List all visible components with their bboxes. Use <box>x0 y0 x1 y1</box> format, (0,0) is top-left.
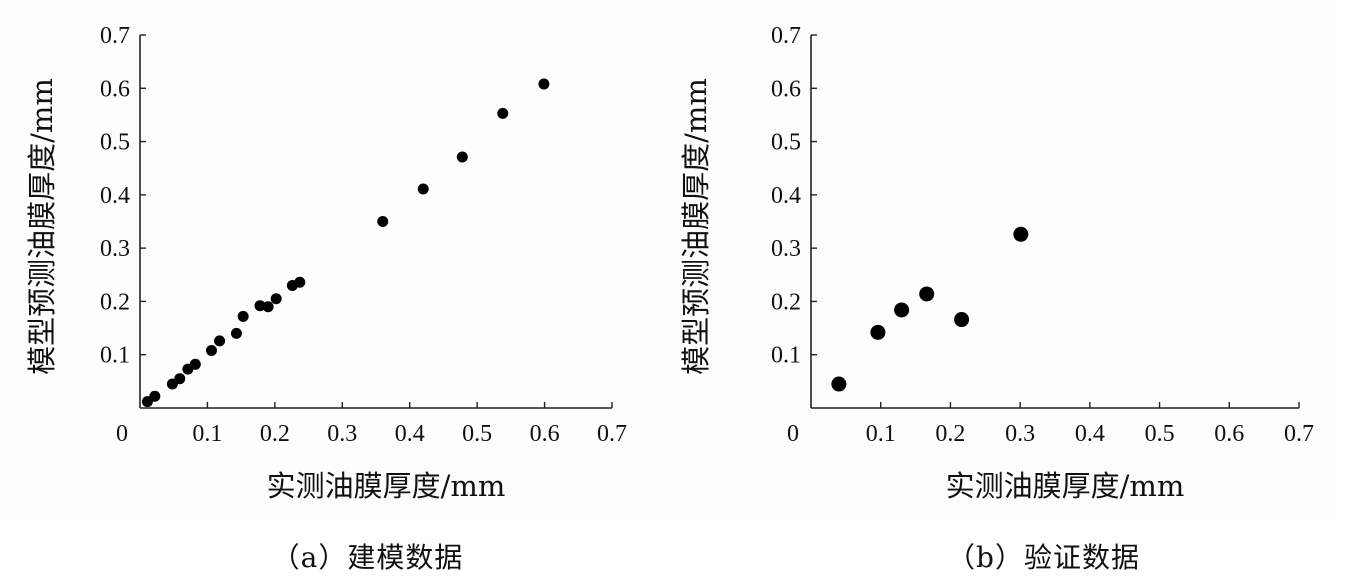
y-tick-label: 0.5 <box>100 130 130 156</box>
y-axis-title: 模型预测油膜厚度/mm <box>25 78 59 375</box>
y-tick-label: 0.4 <box>100 183 130 209</box>
plot-background <box>0 0 675 520</box>
data-point <box>870 324 886 340</box>
chart-panel-b: 0.1 0.2 0.3 0.4 0.5 0.6 0.7 0 0.1 0.2 0.3 0.4 0.5 0.6… <box>676 0 1351 588</box>
y-tick-label: 0.3 <box>100 236 130 262</box>
x-tick-label: 0 <box>787 421 799 447</box>
data-point <box>538 78 550 90</box>
x-tick-label: 0.2 <box>935 421 965 447</box>
x-tick-label: 0.6 <box>530 421 560 447</box>
x-tick-label: 0.6 <box>1214 421 1244 447</box>
data-point <box>174 373 186 385</box>
data-point <box>919 286 935 302</box>
y-tick-label: 0.7 <box>771 23 801 49</box>
x-tick-label: 0.4 <box>1075 421 1105 447</box>
y-tick-label: 0.3 <box>771 236 801 262</box>
data-point <box>262 301 274 313</box>
data-point <box>214 335 226 347</box>
y-tick-label: 0.2 <box>771 289 801 315</box>
x-axis-title: 实测油膜厚度/mm <box>267 469 506 503</box>
data-point <box>189 358 201 370</box>
x-tick-label: 0.4 <box>395 421 425 447</box>
y-tick-label: 0.5 <box>771 130 801 156</box>
data-point <box>456 151 468 163</box>
chart-panel-a: 0.1 0.2 0.3 0.4 0.5 0.6 0.7 0 0.1 0.2 0.3 0.4 0.5 0.6… <box>0 0 675 588</box>
data-point <box>497 107 509 119</box>
data-point <box>1013 226 1029 242</box>
x-tick-label: 0.2 <box>260 421 290 447</box>
x-tick-label: 0.7 <box>1284 421 1314 447</box>
x-axis-title: 实测油膜厚度/mm <box>946 469 1185 503</box>
x-tick-label: 0.1 <box>192 421 222 447</box>
data-point <box>294 276 306 288</box>
x-tick-label: 0.5 <box>1145 421 1175 447</box>
data-point <box>831 376 847 392</box>
x-tick-label: 0.7 <box>597 421 627 447</box>
y-tick-label: 0.4 <box>771 183 801 209</box>
y-axis-title: 模型预测油膜厚度/mm <box>679 78 713 375</box>
data-point <box>149 390 161 402</box>
y-tick-label: 0.2 <box>100 289 130 315</box>
y-tick-label: 0.7 <box>100 23 130 49</box>
data-point <box>254 300 266 312</box>
data-point <box>954 312 970 328</box>
data-point <box>237 310 249 322</box>
caption-b: （b）验证数据 <box>947 541 1140 574</box>
x-tick-label: 0.5 <box>462 421 492 447</box>
data-point <box>377 216 389 227</box>
scatter-chart-a: 0.1 0.2 0.3 0.4 0.5 0.6 0.7 0 0.1 0.2 0.3 0.4 0.5 0.6… <box>25 23 627 503</box>
data-point <box>270 293 282 305</box>
x-tick-label: 0.3 <box>327 421 357 447</box>
y-tick-label: 0.6 <box>100 76 130 102</box>
data-point <box>205 344 217 356</box>
scatter-chart-b: 0.1 0.2 0.3 0.4 0.5 0.6 0.7 0 0.1 0.2 0.3 0.4 0.5 0.6… <box>679 23 1314 503</box>
plot-background <box>676 0 1336 520</box>
x-tick-label: 0.3 <box>1005 421 1035 447</box>
x-tick-label: 0 <box>116 421 128 447</box>
y-tick-label: 0.1 <box>771 343 801 369</box>
x-tick-label: 0.1 <box>866 421 896 447</box>
data-point <box>230 327 242 339</box>
y-tick-label: 0.6 <box>771 76 801 102</box>
y-tick-label: 0.1 <box>100 343 130 369</box>
caption-a: （a）建模数据 <box>271 541 464 574</box>
data-point <box>417 183 429 195</box>
data-point <box>894 302 910 318</box>
